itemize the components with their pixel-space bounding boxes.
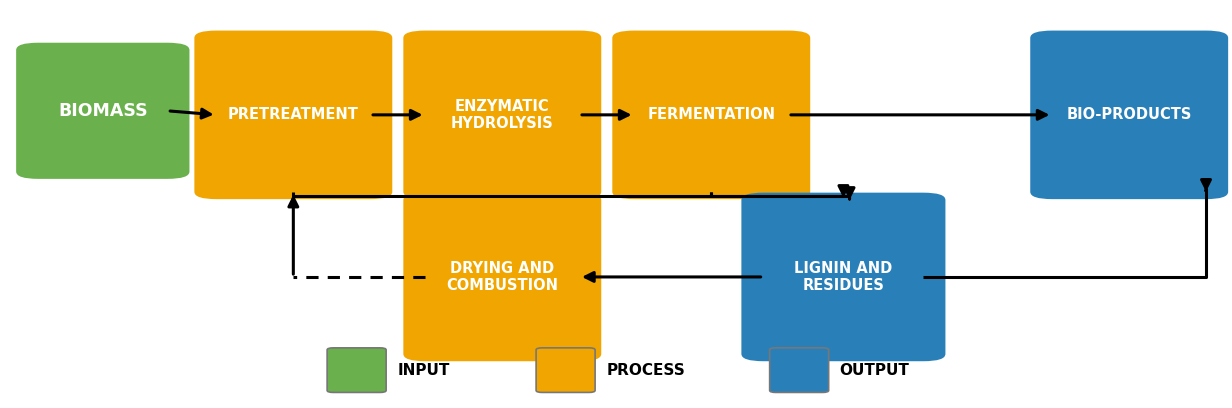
Text: PROCESS: PROCESS xyxy=(606,363,685,378)
Text: DRYING AND
COMBUSTION: DRYING AND COMBUSTION xyxy=(446,261,558,293)
FancyBboxPatch shape xyxy=(742,193,945,361)
FancyBboxPatch shape xyxy=(536,348,595,392)
Text: ENZYMATIC
HYDROLYSIS: ENZYMATIC HYDROLYSIS xyxy=(451,99,553,131)
Text: BIO-PRODUCTS: BIO-PRODUCTS xyxy=(1067,107,1191,122)
FancyBboxPatch shape xyxy=(328,348,386,392)
FancyBboxPatch shape xyxy=(403,31,601,199)
Text: FERMENTATION: FERMENTATION xyxy=(647,107,775,122)
FancyBboxPatch shape xyxy=(1030,31,1228,199)
Text: PRETREATMENT: PRETREATMENT xyxy=(228,107,359,122)
Text: LIGNIN AND
RESIDUES: LIGNIN AND RESIDUES xyxy=(795,261,892,293)
Text: INPUT: INPUT xyxy=(397,363,450,378)
FancyBboxPatch shape xyxy=(612,31,811,199)
Text: BIOMASS: BIOMASS xyxy=(58,102,148,120)
FancyBboxPatch shape xyxy=(403,193,601,361)
FancyBboxPatch shape xyxy=(195,31,392,199)
FancyBboxPatch shape xyxy=(16,43,190,179)
FancyBboxPatch shape xyxy=(770,348,829,392)
Text: OUTPUT: OUTPUT xyxy=(840,363,909,378)
